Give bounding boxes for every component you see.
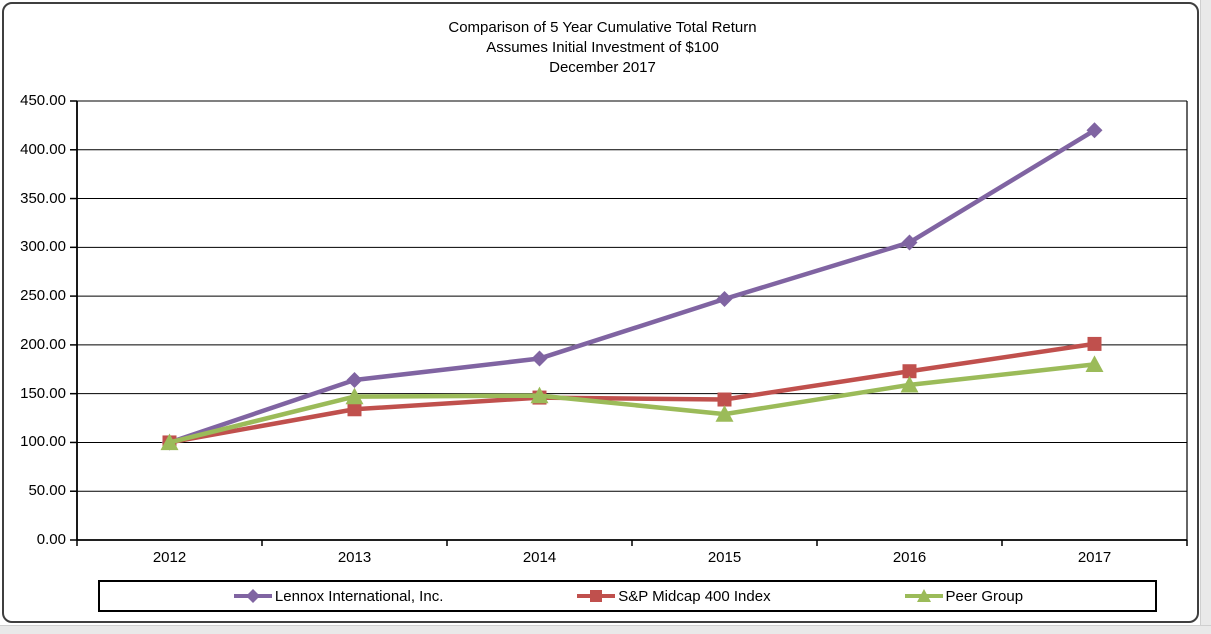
y-axis-label: 450.00 [20,92,66,109]
spreadsheet-edge-bottom [0,625,1211,634]
legend-entry: S&P Midcap 400 Index [575,587,771,605]
data-point-square [347,402,362,417]
y-axis-label: 300.00 [20,238,66,256]
data-point-square [1087,336,1102,351]
y-axis-label: 250.00 [20,287,66,305]
chart-title-line1: Comparison of 5 Year Cumulative Total Re… [448,19,757,36]
spreadsheet-edge-right [1200,0,1211,634]
legend-entry: Peer Group [903,587,1024,605]
data-point-diamond [1086,122,1103,139]
y-axis-label: 200.00 [20,335,66,353]
legend-entry: Lennox International, Inc. [232,588,443,605]
x-axis-label: 2014 [522,549,557,566]
series-line-2 [167,341,1097,445]
data-point-triangle [900,375,919,393]
data-point-triangle [1085,355,1104,373]
legend-label: Peer Group [945,587,1024,605]
chart-title-line3: December 2017 [549,59,656,76]
legend-label: Lennox International, Inc. [274,587,444,605]
data-point-triangle [715,405,734,422]
x-axis-label: 2015 [707,549,742,566]
plot-area [70,100,1188,546]
data-point-square [717,392,732,407]
legend: Lennox International, Inc. S&P Midcap 400… [98,580,1157,612]
x-axis-label: 2017 [1077,549,1112,566]
data-point-diamond [901,234,918,251]
series-line-1 [167,128,1097,445]
y-axis-label: 50.00 [28,482,66,500]
series-line-3 [167,362,1097,445]
y-axis-label: 350.00 [20,189,66,207]
triangle-legend-marker-icon [904,589,943,602]
data-point-diamond [531,350,548,367]
data-point-triangle [160,433,179,451]
chart-title: Comparison of 5 Year Cumulative Total Re… [4,18,1201,78]
data-point-diamond [716,291,733,308]
data-point-square [902,364,917,379]
y-axis-label: 100.00 [20,433,66,451]
x-axis-label: 2013 [337,549,372,566]
y-axis-label: 0.00 [36,531,66,548]
legend-label: S&P Midcap 400 Index [618,587,771,605]
square-legend-marker-icon [577,590,616,602]
y-axis-label: 400.00 [20,140,66,158]
data-point-triangle [530,386,549,404]
x-axis-label: 2012 [152,549,187,566]
chart-frame: Comparison of 5 Year Cumulative Total Re… [2,2,1199,623]
diamond-legend-marker-icon [233,589,272,603]
data-point-triangle [345,387,364,405]
chart-title-line2: Assumes Initial Investment of $100 [486,39,719,56]
y-axis-label: 150.00 [20,384,66,402]
data-point-diamond [346,372,363,389]
x-axis-label: 2016 [892,549,927,566]
